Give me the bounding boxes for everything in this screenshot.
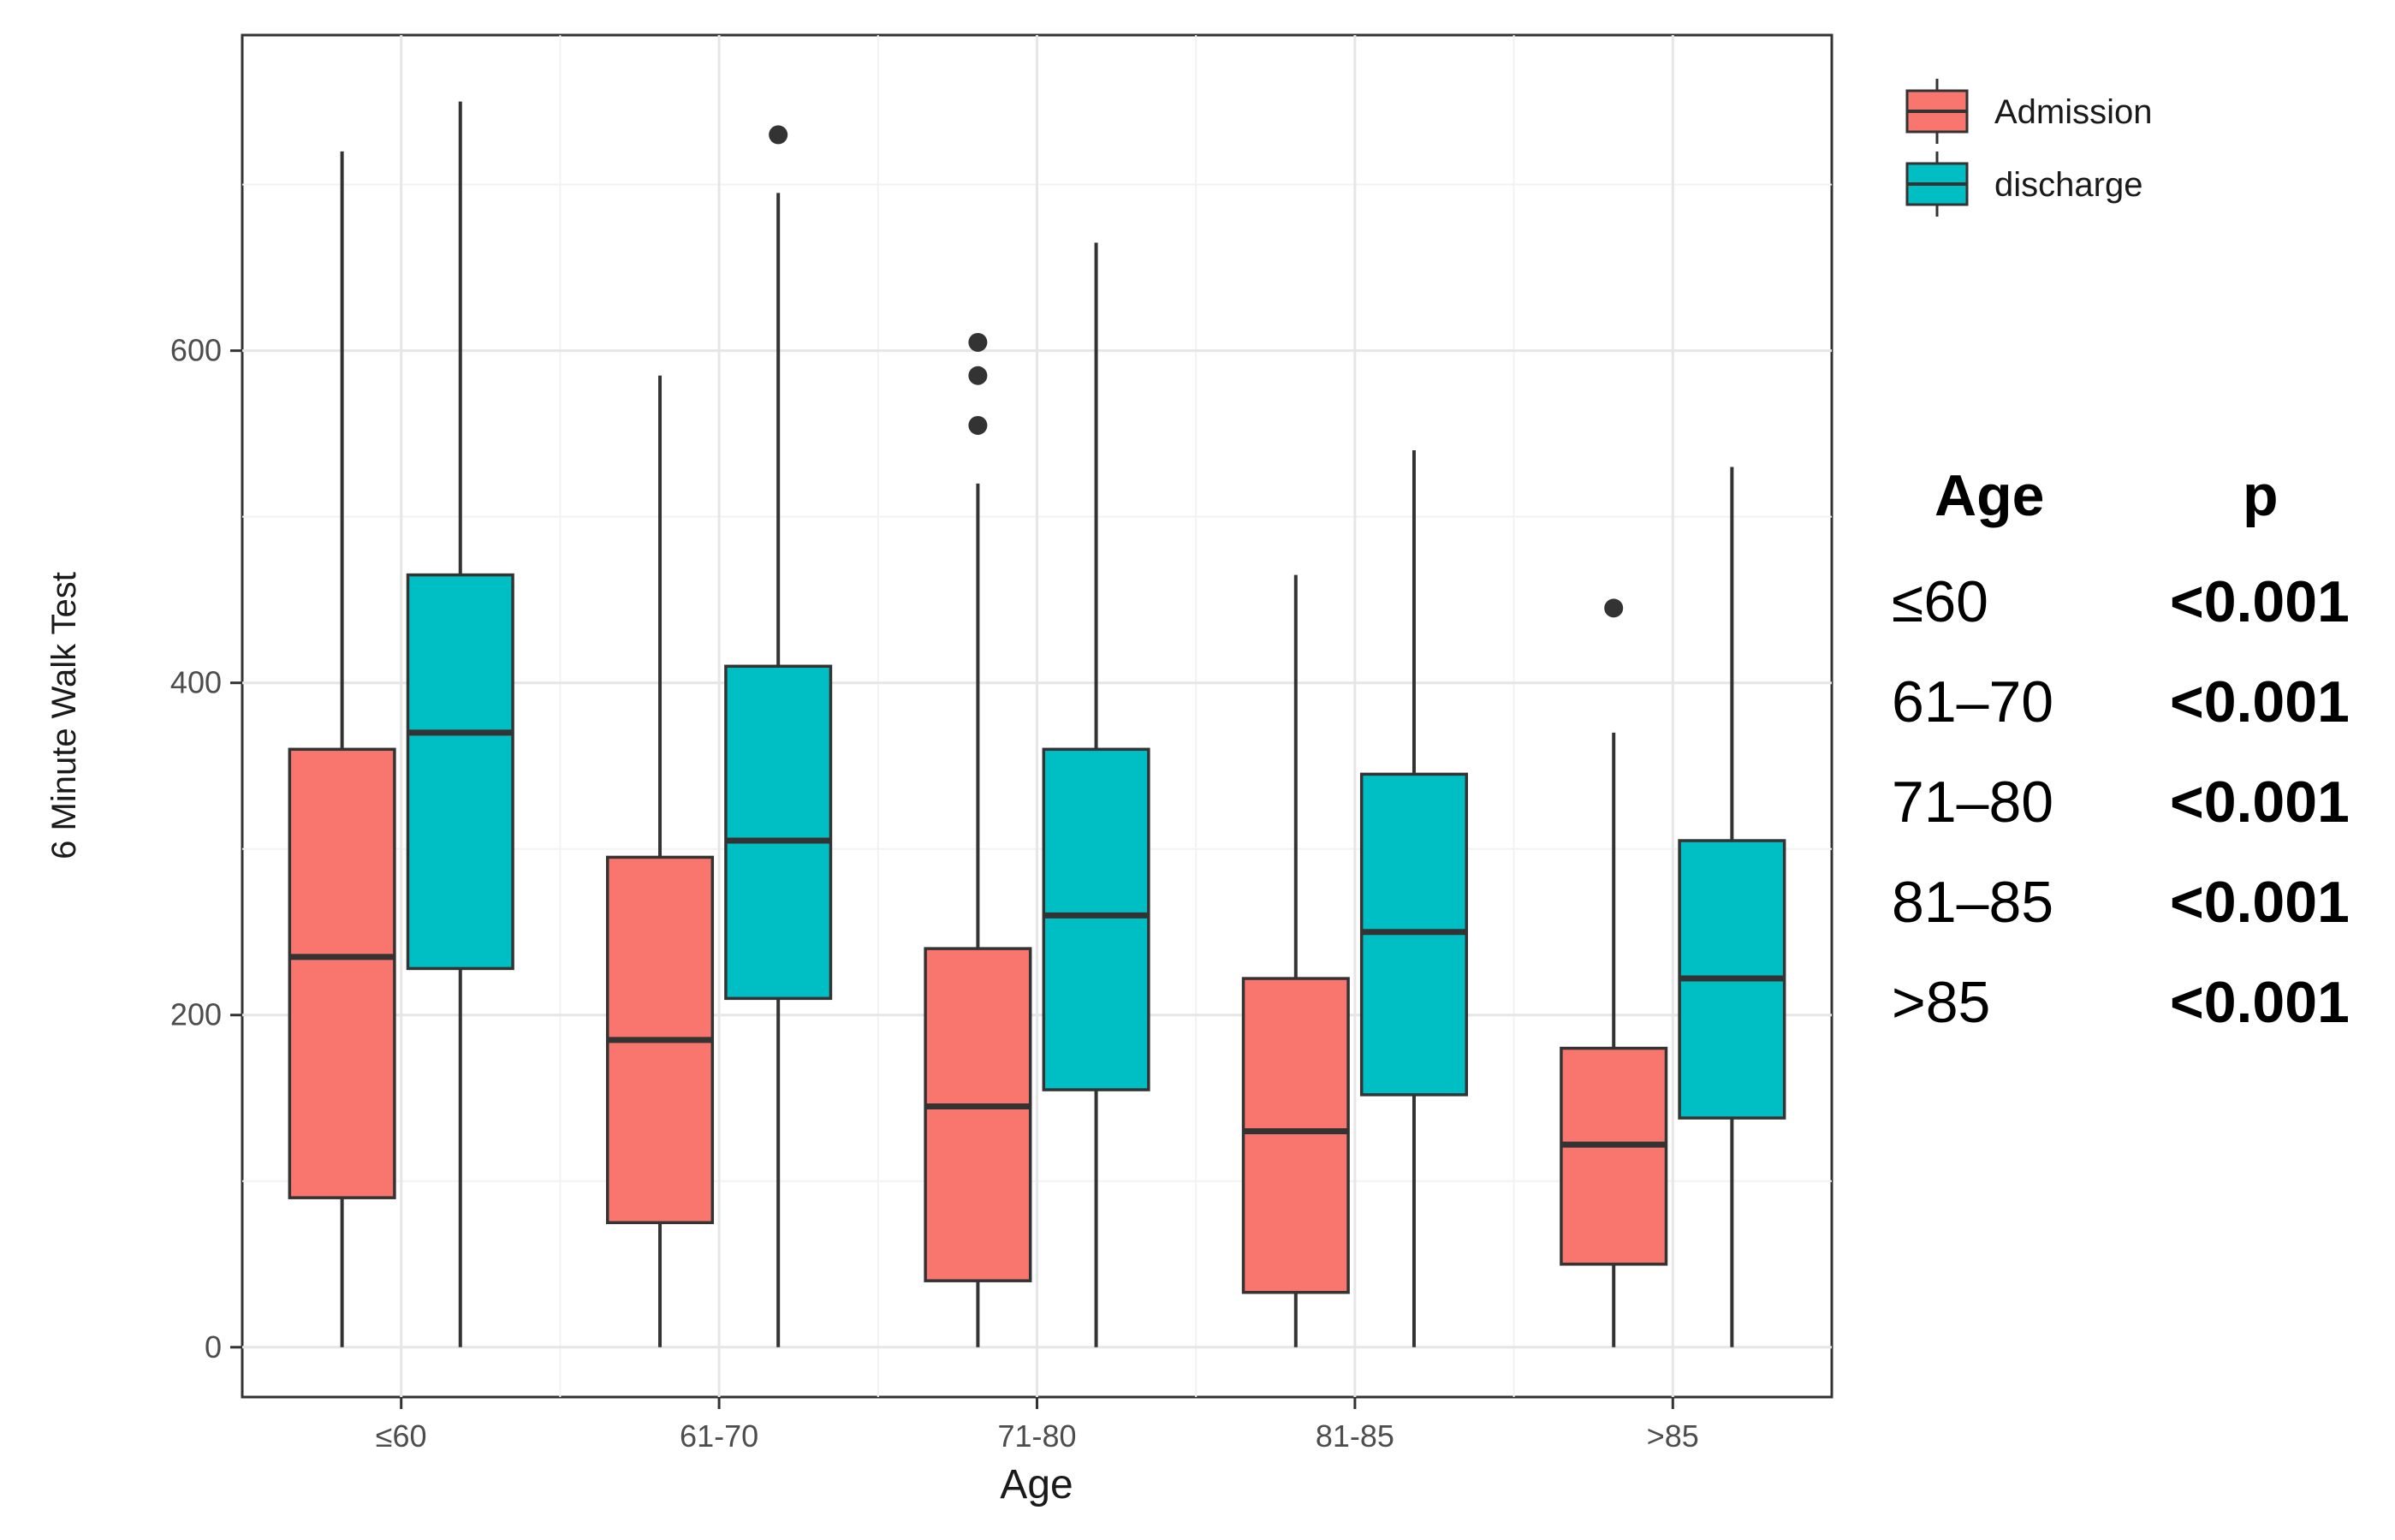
legend-label: discharge bbox=[1994, 166, 2142, 204]
x-tick-label: >85 bbox=[1647, 1418, 1699, 1454]
outlier-point bbox=[968, 366, 988, 385]
x-tick-label: 61-70 bbox=[680, 1418, 758, 1454]
x-tick-label: 81-85 bbox=[1316, 1418, 1394, 1454]
y-axis-title: 6 Minute Walk Test bbox=[45, 572, 83, 859]
x-axis-ticks: ≤60 61-70 71-80 81-85 >85 bbox=[376, 1397, 1699, 1454]
box-discharge-2 bbox=[1042, 242, 1150, 1347]
p-table-age: >85 bbox=[1892, 970, 1991, 1035]
p-table-row: ≤60 <0.001 bbox=[1875, 568, 2388, 669]
box-admission-1 bbox=[605, 375, 715, 1347]
p-table-header-p: p bbox=[2243, 463, 2279, 528]
p-table-row: 61–70 <0.001 bbox=[1875, 669, 2388, 769]
y-tick-label: 400 bbox=[170, 665, 222, 700]
p-table-age: 81–85 bbox=[1892, 870, 2054, 935]
box-iqr bbox=[1241, 977, 1350, 1294]
box-discharge-4 bbox=[1678, 467, 1786, 1347]
outlier-point bbox=[1604, 598, 1624, 618]
box-discharge-1 bbox=[724, 125, 833, 1347]
p-table-pvalue: <0.001 bbox=[2170, 870, 2350, 935]
p-table-age: 61–70 bbox=[1892, 669, 2054, 734]
box-iqr bbox=[924, 947, 1032, 1282]
legend-label: Admission bbox=[1994, 93, 2153, 131]
p-table-age: 71–80 bbox=[1892, 770, 2054, 835]
x-axis-title: Age bbox=[1000, 1462, 1073, 1507]
outlier-point bbox=[769, 125, 788, 145]
box-admission-2 bbox=[924, 332, 1032, 1347]
y-axis-ticks: 0 200 400 600 bbox=[170, 333, 242, 1365]
p-table-pvalue: <0.001 bbox=[2170, 970, 2350, 1035]
box-iqr bbox=[288, 747, 396, 1199]
box-admission-3 bbox=[1241, 574, 1350, 1347]
y-tick-label: 600 bbox=[170, 333, 222, 368]
p-value-table: Age p ≤60 <0.001 61–70 <0.001 71–80 <0.0… bbox=[1875, 462, 2388, 1069]
p-table-pvalue: <0.001 bbox=[2170, 569, 2350, 634]
p-table-pvalue: <0.001 bbox=[2170, 669, 2350, 734]
p-table-row: 71–80 <0.001 bbox=[1875, 769, 2388, 869]
box-discharge-3 bbox=[1359, 450, 1469, 1347]
major-gridlines bbox=[242, 35, 1832, 1397]
x-tick-label: ≤60 bbox=[376, 1418, 427, 1454]
outlier-point bbox=[968, 415, 988, 435]
p-table-age: ≤60 bbox=[1892, 569, 1988, 634]
legend-item: discharge bbox=[1905, 152, 2142, 217]
box-iqr bbox=[406, 573, 514, 971]
box-admission-4 bbox=[1560, 598, 1668, 1347]
p-table-row: >85 <0.001 bbox=[1875, 969, 2388, 1069]
box-groups bbox=[288, 101, 1786, 1347]
box-admission-0 bbox=[288, 151, 396, 1347]
p-table-row: 81–85 <0.001 bbox=[1875, 869, 2388, 969]
box-iqr bbox=[1560, 1046, 1668, 1266]
box-iqr bbox=[724, 664, 833, 1001]
box-iqr bbox=[1042, 747, 1150, 1091]
legend: Admission discharge bbox=[1905, 79, 2153, 217]
p-table-header: Age p bbox=[1875, 462, 2388, 568]
outlier-point bbox=[968, 332, 988, 352]
x-tick-label: 71-80 bbox=[997, 1418, 1076, 1454]
y-tick-label: 200 bbox=[170, 997, 222, 1032]
box-discharge-0 bbox=[406, 101, 514, 1347]
y-tick-label: 0 bbox=[205, 1329, 222, 1365]
p-table-header-age: Age bbox=[1934, 463, 2045, 528]
p-table-pvalue: <0.001 bbox=[2170, 770, 2350, 835]
legend-item: Admission bbox=[1905, 79, 2153, 144]
